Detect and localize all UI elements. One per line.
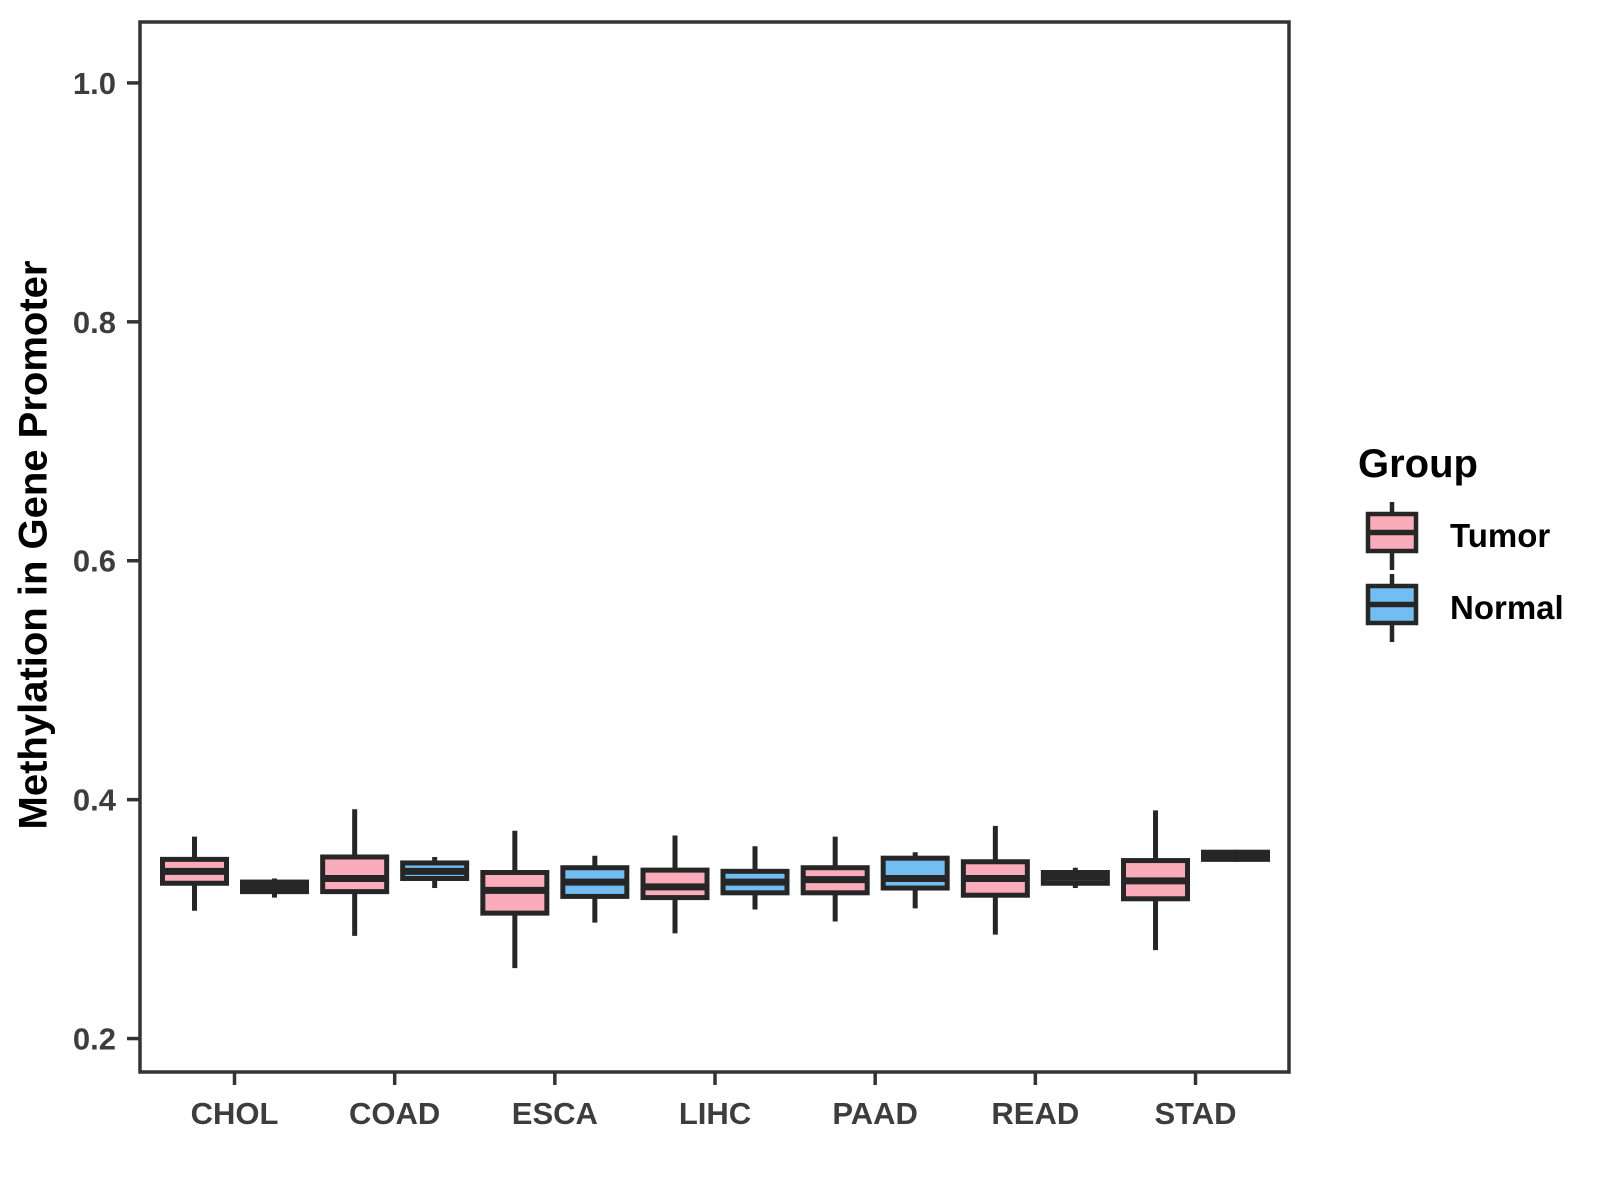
legend-entry-normal: Normal (1364, 573, 1564, 643)
y-tick-label-0.6: 0.6 (73, 544, 116, 579)
x-tick-label-READ: READ (991, 1096, 1079, 1131)
y-tick-label-0.8: 0.8 (73, 305, 116, 340)
legend: Group Tumor Normal (1358, 442, 1564, 645)
x-tick-label-LIHC: LIHC (679, 1096, 751, 1131)
box-PAAD-Normal (880, 855, 950, 891)
y-axis-title: Methylation in Gene Promoter (11, 260, 56, 830)
panel-border (138, 20, 1291, 1074)
x-tick-label-STAD: STAD (1154, 1096, 1236, 1131)
tumor-boxplot-icon (1365, 502, 1419, 570)
y-tick-label-0.2: 0.2 (73, 1022, 116, 1057)
x-tick-label-COAD: COAD (349, 1096, 440, 1131)
box-COAD-Tumor (320, 854, 390, 895)
legend-title: Group (1358, 442, 1478, 486)
legend-label-tumor: Tumor (1450, 517, 1551, 554)
normal-boxplot-icon (1365, 574, 1419, 642)
x-tick-label-PAAD: PAAD (832, 1096, 918, 1131)
legend-entry-tumor: Tumor (1364, 501, 1564, 571)
y-tick-label-1.0: 1.0 (73, 66, 116, 101)
y-tick-label-0.4: 0.4 (73, 783, 117, 818)
legend-label-normal: Normal (1450, 589, 1564, 626)
x-tick-label-ESCA: ESCA (512, 1096, 598, 1131)
x-tick-label-CHOL: CHOL (191, 1096, 279, 1131)
